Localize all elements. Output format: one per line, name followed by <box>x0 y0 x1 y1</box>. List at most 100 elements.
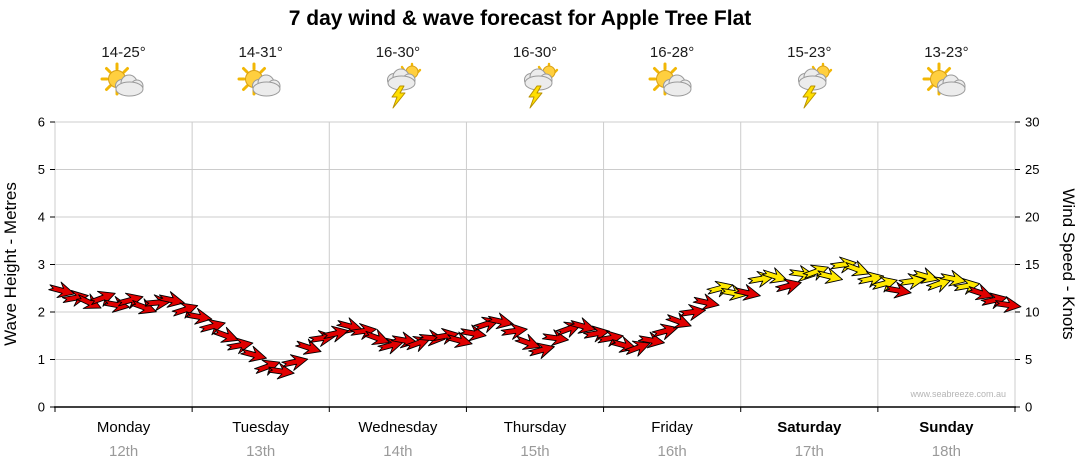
wind-arrow <box>541 329 569 347</box>
wind-arrow <box>967 284 994 301</box>
day-label: Wednesday <box>358 419 438 436</box>
wind-arrow <box>610 336 638 353</box>
wind-arrow <box>144 294 172 312</box>
wind-arrow <box>761 267 788 284</box>
wind-arrow <box>418 329 446 347</box>
left-tick-label: 5 <box>38 162 45 177</box>
wind-arrow <box>775 278 802 295</box>
wind-arrow <box>637 331 665 349</box>
wind-arrow <box>596 330 624 347</box>
wind-arrow <box>61 289 89 307</box>
wind-arrow <box>336 317 363 334</box>
sun-cloud-icon <box>604 62 740 112</box>
left-tick-label: 6 <box>38 115 45 130</box>
right-tick-label: 20 <box>1025 210 1039 225</box>
temperature-range: 16-30° <box>512 44 558 61</box>
wind-arrow <box>857 271 885 288</box>
wind-arrow <box>514 333 541 350</box>
wind-arrow <box>267 362 295 380</box>
wind-arrow <box>487 312 514 330</box>
right-tick-label: 5 <box>1025 352 1032 367</box>
temperature-range: 16-30° <box>375 44 421 61</box>
wind-arrow <box>500 323 528 340</box>
wind-arrow <box>802 264 829 281</box>
date-label: 15th <box>520 443 550 460</box>
day-label: Thursday <box>503 419 567 436</box>
wind-arrow <box>281 354 309 371</box>
gridlines <box>54 121 1016 408</box>
wind-arrow <box>692 293 720 311</box>
sun-cloud-icon <box>193 62 329 112</box>
wind-arrow <box>48 281 75 299</box>
wind-arrow <box>926 276 953 293</box>
sun-cloud-icon <box>878 62 1014 112</box>
wind-arrow <box>377 337 405 355</box>
temperature-range: 14-25° <box>101 44 146 61</box>
date-label: 16th <box>657 443 687 460</box>
wind-arrow <box>391 331 418 349</box>
right-tick-label: 10 <box>1025 305 1039 320</box>
wind-arrow <box>157 291 185 308</box>
watermark: www.seabreeze.com.au <box>910 389 1006 399</box>
axis-tick-labels: 0 1 2 3 4 5 6 0 5 10 15 20 25 30 <box>38 115 1040 415</box>
wind-arrow <box>720 284 748 301</box>
wind-arrow <box>912 267 939 284</box>
wind-arrow <box>445 331 473 348</box>
temperature-range: 16-28° <box>649 44 695 61</box>
wind-arrow <box>185 307 213 325</box>
temperature-range: 14-31° <box>238 44 283 61</box>
wind-arrow <box>528 342 555 359</box>
day-label: Sunday <box>919 419 974 436</box>
wind-arrow <box>980 292 1008 309</box>
wind-arrow <box>199 318 226 336</box>
wind-arrow <box>953 278 981 295</box>
temperature-range: 13-23° <box>924 44 969 61</box>
wind-arrow <box>569 317 597 334</box>
left-tick-label: 1 <box>38 352 45 367</box>
date-label: 14th <box>383 443 413 460</box>
day-label: Friday <box>651 419 693 436</box>
right-tick-label: 0 <box>1025 400 1032 415</box>
wind-arrow <box>843 260 870 277</box>
date-label: 17th <box>794 443 824 460</box>
wind-arrow <box>130 298 157 315</box>
temperature-range: 15-23° <box>787 44 832 61</box>
wind-arrow <box>939 269 967 287</box>
right-axis-label: Wind Speed - Knots <box>1059 188 1078 339</box>
wind-arrow <box>226 337 254 355</box>
wind-arrow <box>295 338 322 355</box>
right-tick-label: 15 <box>1025 257 1039 272</box>
wind-arrow <box>816 267 843 284</box>
wind-arrow <box>733 284 761 301</box>
wind-arrow <box>212 326 240 343</box>
page-title: 7 day wind & wave forecast for Apple Tre… <box>288 7 752 30</box>
wind-arrow <box>116 292 144 310</box>
wind-arrow <box>404 335 432 352</box>
wind-arrow <box>555 321 582 338</box>
sun-cloud-icon <box>56 62 192 112</box>
left-axis-label: Wave Height - Metres <box>1 182 20 346</box>
wind-arrow <box>884 281 912 299</box>
right-tick-label: 25 <box>1025 162 1039 177</box>
date-label: 18th <box>931 443 961 460</box>
wind-arrow <box>473 316 500 333</box>
left-tick-label: 2 <box>38 305 45 320</box>
left-tick-label: 3 <box>38 257 45 272</box>
date-label: 12th <box>108 443 139 460</box>
wind-arrow <box>432 327 460 345</box>
wind-arrow <box>171 302 199 319</box>
right-tick-label: 30 <box>1025 115 1039 130</box>
storm-icon <box>467 62 603 112</box>
storm-icon <box>741 62 877 112</box>
wind-arrow <box>322 325 350 343</box>
wind-arrow <box>994 296 1022 313</box>
wind-arrow <box>829 256 857 274</box>
storm-icon <box>330 62 466 112</box>
axis-ticks <box>50 121 1020 412</box>
wind-arrow <box>679 304 707 321</box>
wind-arrow <box>706 280 734 298</box>
wind-arrow <box>665 312 692 329</box>
wind-arrow <box>747 270 775 288</box>
day-label: Saturday <box>777 419 842 436</box>
